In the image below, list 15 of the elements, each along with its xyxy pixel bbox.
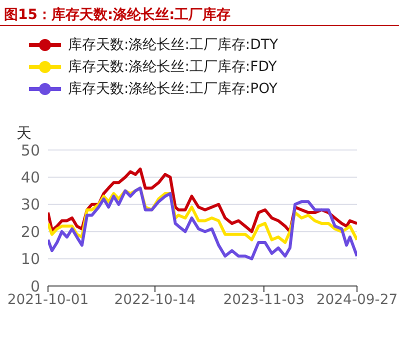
x-tick-label: 2024-09-27 <box>316 292 398 308</box>
x-tick-label: 2023-11-03 <box>223 292 305 308</box>
legend-label: 库存天数:涤纶长丝:工厂库存:FDY <box>68 58 277 76</box>
x-tick-label: 2022-10-14 <box>114 292 196 308</box>
y-tick-label: 10 <box>20 250 40 268</box>
y-axis-title: 天 <box>16 124 32 142</box>
line-series <box>48 186 357 260</box>
y-tick-label: 50 <box>20 141 40 160</box>
x-tick-label: 2021-10-01 <box>7 292 89 308</box>
y-tick-label: 20 <box>20 222 40 241</box>
legend-label: 库存天数:涤纶长丝:工厂库存:DTY <box>68 36 278 54</box>
legend-label: 库存天数:涤纶长丝:工厂库存:POY <box>68 80 278 98</box>
chart-title: 图15：库存天数:涤纶长丝:工厂库存 <box>4 6 231 24</box>
y-tick-label: 40 <box>20 168 40 187</box>
y-tick-label: 30 <box>20 196 40 214</box>
